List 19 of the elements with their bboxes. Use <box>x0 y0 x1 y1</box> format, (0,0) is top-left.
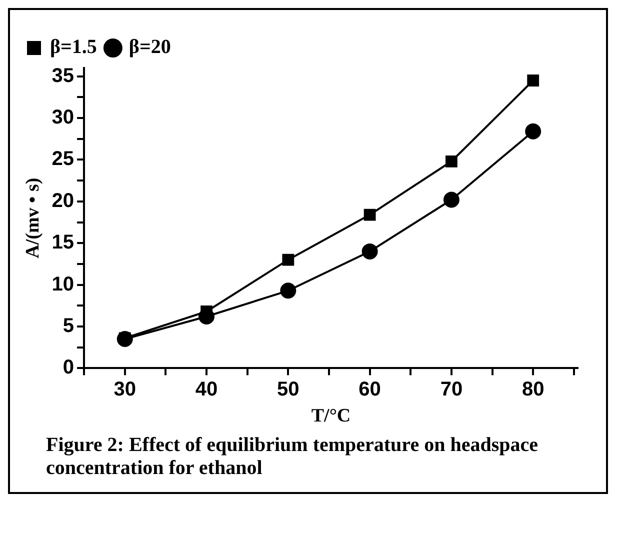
x-tick-label: 80 <box>522 378 544 401</box>
x-axis-title: T/°C <box>311 406 351 427</box>
y-tick-label: 10 <box>52 273 74 296</box>
y-tick-label: 15 <box>52 232 74 254</box>
y-tick-label: 0 <box>62 356 74 379</box>
y-tick-label: 25 <box>52 148 74 170</box>
y-tick-label: 5 <box>62 315 74 338</box>
x-tick-label: 30 <box>114 378 136 401</box>
y-tick-label: 35 <box>52 64 74 87</box>
x-tick-label: 60 <box>358 378 381 401</box>
caption: Figure 2: Effect of equilibrium temperature on headspace concentration for ethanol <box>46 434 539 480</box>
x-tick-label: 50 <box>277 378 300 401</box>
x-tick-label: 70 <box>440 378 463 401</box>
x-tick-label: 40 <box>195 378 218 401</box>
y-tick-label: 30 <box>52 106 74 129</box>
y-axis-title: A/(mv • s) <box>22 178 44 258</box>
y-tick-label: 20 <box>52 190 74 212</box>
legend-label: β=20 <box>128 36 171 58</box>
legend-label: β=1.5 <box>50 36 97 58</box>
